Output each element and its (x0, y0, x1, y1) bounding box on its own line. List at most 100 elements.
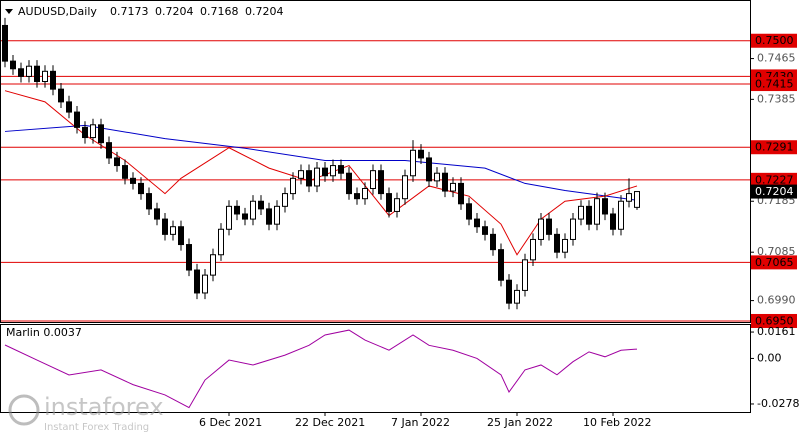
candle-body (162, 218, 168, 235)
candle-body (306, 170, 312, 187)
candle-body (178, 226, 184, 246)
x-tick-label: 7 Jan 2022 (391, 416, 450, 429)
candle-body (370, 170, 376, 190)
candle-body (74, 111, 80, 128)
candle-body (250, 200, 256, 220)
level-label-box (751, 255, 797, 270)
candle-body (202, 274, 208, 294)
candle-body (26, 65, 32, 77)
level-label-box (751, 172, 797, 187)
moving-average (4, 124, 638, 201)
y-tick-label: 0.7085 (757, 245, 796, 258)
candle-body (402, 175, 408, 200)
candle-body (282, 193, 288, 207)
candle-body (394, 198, 400, 212)
candle-body (114, 157, 120, 167)
candle-body (146, 193, 152, 210)
candle-body (266, 208, 272, 225)
candle-body (514, 289, 520, 304)
candle-body (618, 200, 624, 230)
candle-body (594, 198, 600, 225)
tagline: Instant Forex Trading (44, 422, 149, 433)
candle-body (186, 244, 192, 271)
x-tick-label: 22 Dec 2021 (295, 416, 365, 429)
candle-body (154, 208, 160, 220)
candle-body (322, 167, 328, 177)
header-high: 0.7204 (155, 5, 194, 18)
candle-body (530, 238, 536, 261)
candle-body (634, 191, 640, 208)
candle-body (274, 205, 280, 225)
indicator-line (4, 329, 638, 409)
candle-body (602, 198, 608, 215)
candle-body (482, 226, 488, 235)
candle-body (538, 218, 544, 240)
level-label: 0.7415 (755, 78, 794, 91)
candle-body (346, 172, 352, 195)
candle-body (170, 226, 176, 235)
candle-body (122, 165, 128, 179)
candle-body (578, 205, 584, 220)
candle-body (386, 193, 392, 212)
level-label: 0.7065 (755, 256, 794, 269)
candle-body (474, 218, 480, 228)
candle-body (42, 70, 48, 83)
indicator-panel (0, 324, 751, 413)
watermark: instaforex Instant Forex Trading (8, 393, 164, 433)
candle-body (98, 124, 104, 144)
candle-body (218, 228, 224, 256)
candle-body (10, 60, 16, 70)
header-close: 0.7204 (245, 5, 284, 18)
candle-body (458, 182, 464, 205)
y-tick-label: 0.0161 (757, 325, 796, 338)
candle-body (138, 182, 144, 195)
indicator-title: Marlin 0.0037 (6, 326, 82, 339)
price-label-box (751, 184, 797, 199)
y-tick-label: -0.0278 (757, 397, 799, 410)
x-tick-label: 6 Dec 2021 (199, 416, 262, 429)
candle-body (330, 165, 336, 177)
main-panel (0, 0, 751, 323)
candle-body (626, 193, 632, 202)
y-tick-label: 0.00 (757, 351, 782, 364)
x-tick-label: 25 Jan 2022 (487, 416, 553, 429)
menu-arrow (5, 9, 13, 14)
candle-body (546, 218, 552, 235)
candle-body (442, 172, 448, 192)
candle-body (418, 149, 424, 159)
candle-body (210, 254, 216, 276)
level-label: 0.6950 (755, 314, 794, 327)
candle-body (90, 124, 96, 139)
brand: instaforex (44, 393, 164, 421)
candle-body (66, 101, 72, 113)
candle-body (58, 88, 64, 103)
candle-body (434, 172, 440, 182)
candle-body (290, 177, 296, 195)
candle-body (258, 200, 264, 210)
candle-body (106, 142, 112, 159)
candle-body (234, 205, 240, 215)
candle-body (586, 205, 592, 225)
candle-body (498, 249, 504, 281)
candle-body (354, 193, 360, 200)
x-tick-label: 10 Feb 2022 (583, 416, 651, 429)
candle-body (362, 188, 368, 200)
y-tick-label: 0.7385 (757, 92, 796, 105)
level-label-box (751, 33, 797, 48)
candle-body (522, 259, 528, 291)
candle-body (82, 126, 88, 139)
candle-body (226, 205, 232, 230)
candle-body (314, 167, 320, 187)
y-tick-label: 0.7465 (757, 52, 796, 65)
candle-body (562, 238, 568, 253)
candle-body (194, 269, 200, 294)
candle-body (338, 165, 344, 174)
level-label-box (751, 77, 797, 92)
candle-body (378, 170, 384, 195)
symbol-title: AUDUSD,Daily (18, 5, 97, 18)
candle-body (426, 157, 432, 182)
header-open: 0.7173 (110, 5, 149, 18)
candle-body (242, 213, 248, 220)
